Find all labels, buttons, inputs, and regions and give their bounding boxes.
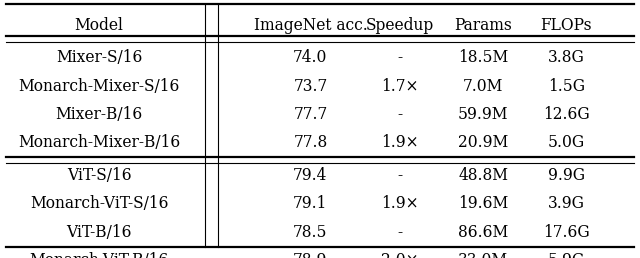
Text: 86.6M: 86.6M: [458, 224, 508, 241]
Text: 77.7: 77.7: [293, 106, 328, 123]
Text: 33.0M: 33.0M: [458, 252, 508, 258]
Text: Monarch-Mixer-B/16: Monarch-Mixer-B/16: [18, 134, 180, 151]
Text: 3.8G: 3.8G: [548, 49, 585, 66]
Text: -: -: [397, 224, 403, 241]
Text: 7.0M: 7.0M: [463, 77, 504, 94]
Text: 78.9: 78.9: [293, 252, 328, 258]
Text: 5.9G: 5.9G: [548, 252, 585, 258]
Text: ImageNet acc.: ImageNet acc.: [253, 17, 367, 34]
Text: 1.7×: 1.7×: [381, 77, 419, 94]
Text: Monarch-ViT-S/16: Monarch-ViT-S/16: [30, 196, 168, 212]
Text: 18.5M: 18.5M: [458, 49, 508, 66]
Text: ViT-S/16: ViT-S/16: [67, 167, 131, 184]
Text: 19.6M: 19.6M: [458, 196, 508, 212]
Text: Monarch-Mixer-S/16: Monarch-Mixer-S/16: [19, 77, 180, 94]
Text: Monarch-ViT-B/16: Monarch-ViT-B/16: [29, 252, 169, 258]
Text: 12.6G: 12.6G: [543, 106, 590, 123]
Text: 5.0G: 5.0G: [548, 134, 585, 151]
Text: FLOPs: FLOPs: [541, 17, 592, 34]
Text: Model: Model: [75, 17, 124, 34]
Text: 79.1: 79.1: [293, 196, 328, 212]
Text: 9.9G: 9.9G: [548, 167, 585, 184]
Text: 77.8: 77.8: [293, 134, 328, 151]
Text: 74.0: 74.0: [293, 49, 328, 66]
Text: Params: Params: [454, 17, 512, 34]
Text: 78.5: 78.5: [293, 224, 328, 241]
Text: -: -: [397, 106, 403, 123]
Text: 2.0×: 2.0×: [381, 252, 419, 258]
Text: Mixer-B/16: Mixer-B/16: [56, 106, 143, 123]
Text: Mixer-S/16: Mixer-S/16: [56, 49, 142, 66]
Text: 17.6G: 17.6G: [543, 224, 590, 241]
Text: 3.9G: 3.9G: [548, 196, 585, 212]
Text: 1.9×: 1.9×: [381, 196, 419, 212]
Text: 59.9M: 59.9M: [458, 106, 508, 123]
Text: 48.8M: 48.8M: [458, 167, 508, 184]
Text: 79.4: 79.4: [293, 167, 328, 184]
Text: 20.9M: 20.9M: [458, 134, 508, 151]
Text: 73.7: 73.7: [293, 77, 328, 94]
Text: 1.5G: 1.5G: [548, 77, 585, 94]
Text: ViT-B/16: ViT-B/16: [67, 224, 132, 241]
Text: -: -: [397, 167, 403, 184]
Text: Speedup: Speedup: [366, 17, 434, 34]
Text: -: -: [397, 49, 403, 66]
Text: 1.9×: 1.9×: [381, 134, 419, 151]
